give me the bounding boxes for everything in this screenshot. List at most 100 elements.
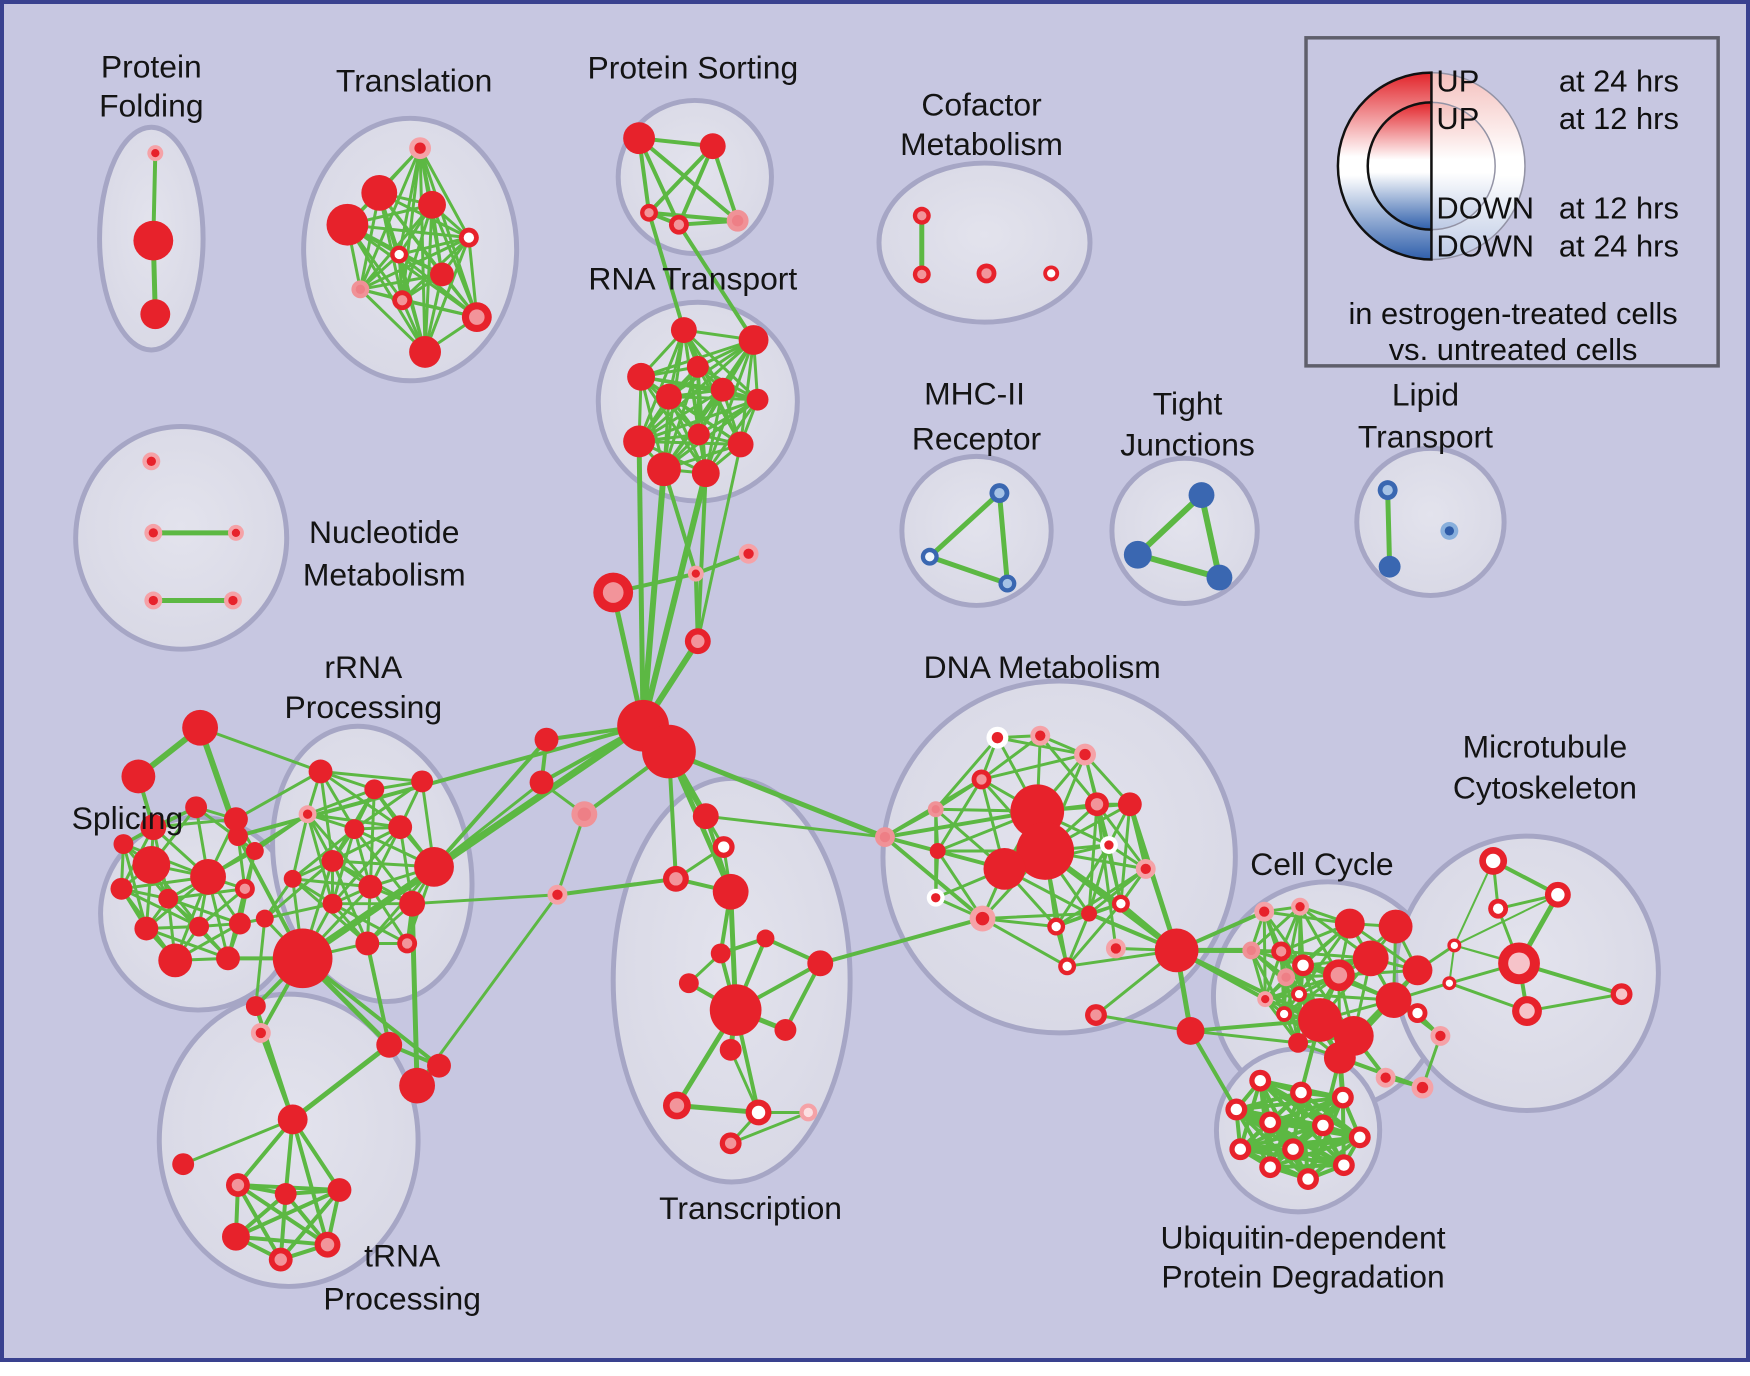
node-x1: [182, 709, 219, 746]
cluster-dna-metabolism-label: DNA Metabolism: [924, 649, 1161, 685]
node-cc12-core: [1261, 994, 1270, 1004]
node-ub5-core: [1264, 1116, 1276, 1129]
node-d1-core: [991, 731, 1004, 744]
edge: [1134, 492, 1205, 558]
edge: [319, 769, 402, 829]
edge: [1525, 992, 1624, 1013]
node-l1-core: [1382, 484, 1393, 496]
edge: [1453, 859, 1495, 947]
node-tr6: [710, 943, 731, 964]
cluster-tight-junctions-label: Tight: [1153, 386, 1223, 422]
edge: [662, 365, 700, 471]
node-m1-core: [994, 487, 1005, 499]
node-d4-core: [976, 774, 987, 785]
edge: [1189, 1029, 1300, 1045]
node-tn1: [376, 1031, 403, 1058]
node-t7: [430, 262, 454, 287]
node-d18-core: [1116, 899, 1126, 909]
node-ub7-core: [1354, 1131, 1366, 1143]
node-s9: [158, 888, 179, 909]
node-ub1-core: [1254, 1074, 1266, 1087]
cluster-mhc-ii-receptor-outline: [899, 453, 1054, 608]
node-b1: [534, 727, 559, 752]
edge: [1174, 948, 1322, 1022]
node-u3-core: [691, 634, 705, 648]
cluster-cofactor-metabolism-outline: [876, 160, 1093, 325]
edge: [1094, 1013, 1193, 1033]
edge: [1198, 492, 1223, 581]
node-ps3-core: [644, 208, 654, 218]
node-l3-core: [1444, 526, 1455, 536]
node-t9-core: [396, 295, 408, 306]
edge: [682, 328, 760, 402]
node-g1-core: [1110, 943, 1122, 954]
node-d3-core: [1079, 748, 1091, 761]
edge: [291, 827, 356, 881]
cluster-ubiquitin-degradation-label: Ubiquitin-dependent: [1160, 1220, 1445, 1256]
node-tr16-core: [724, 1137, 737, 1149]
cluster-mhc-ii-receptor-label: Receptor: [912, 420, 1042, 456]
edge: [263, 902, 334, 921]
node-tj3: [1206, 564, 1233, 591]
node-t6-core: [394, 249, 404, 260]
cluster-cell-cycle-label: Cell Cycle: [1250, 846, 1393, 882]
edge: [1127, 801, 1180, 953]
edge: [198, 726, 323, 773]
node-u2-core: [602, 582, 624, 603]
edge: [637, 328, 686, 443]
cluster-nucleotide-metabolism-label: Nucleotide: [309, 514, 460, 550]
edge: [254, 917, 267, 1008]
cluster-protein-folding-label: Folding: [99, 87, 203, 123]
edge: [319, 769, 424, 783]
cluster-transcription-label: Transcription: [659, 1190, 842, 1226]
edge: [397, 236, 471, 257]
node-d16: [1081, 905, 1097, 922]
edge: [432, 780, 544, 869]
edge: [739, 338, 756, 446]
node-d15-core: [1051, 921, 1061, 932]
node-tr4: [712, 873, 749, 910]
node-cc17: [1402, 955, 1433, 986]
edge: [1065, 912, 1091, 968]
edge: [676, 144, 715, 227]
cluster-microtubule-cytoskeleton-label: Cytoskeleton: [1453, 769, 1637, 805]
node-ub12-core: [1287, 1143, 1299, 1155]
edge: [936, 777, 984, 853]
legend-box: [1304, 36, 1720, 368]
node-tn0-core: [255, 1027, 266, 1039]
node-ub3-core: [1337, 1091, 1349, 1104]
edge: [1095, 802, 1148, 871]
edge: [640, 470, 709, 729]
edge: [639, 375, 708, 475]
node-tr7: [756, 929, 775, 948]
node-d14-core: [975, 911, 990, 926]
edge: [1268, 1163, 1346, 1170]
edge: [194, 805, 257, 853]
node-tr13-core: [669, 1098, 685, 1113]
edge: [430, 203, 479, 319]
legend-caption: vs. untreated cells: [1389, 332, 1638, 367]
node-cc7-core: [1297, 959, 1309, 972]
node-b4-core: [552, 889, 563, 900]
node-cc19: [1288, 1032, 1309, 1053]
edge: [181, 1117, 295, 1166]
edge: [306, 787, 376, 816]
node-r4: [686, 355, 709, 378]
node-s14: [158, 943, 193, 978]
edge: [981, 917, 1069, 968]
edge: [1306, 1135, 1362, 1182]
edge: [1268, 1135, 1362, 1170]
cluster-rrna-processing-label: Processing: [285, 689, 443, 725]
node-r6: [710, 377, 735, 402]
node-d17-core: [1140, 863, 1151, 875]
legend-entry-label: DOWN: [1436, 229, 1534, 264]
edge: [235, 1183, 283, 1262]
edge: [291, 812, 310, 881]
node-mb4-core: [1435, 1030, 1446, 1042]
edge: [662, 398, 760, 471]
edge: [696, 442, 743, 643]
edge: [418, 146, 479, 319]
node-tn5: [172, 1153, 195, 1176]
